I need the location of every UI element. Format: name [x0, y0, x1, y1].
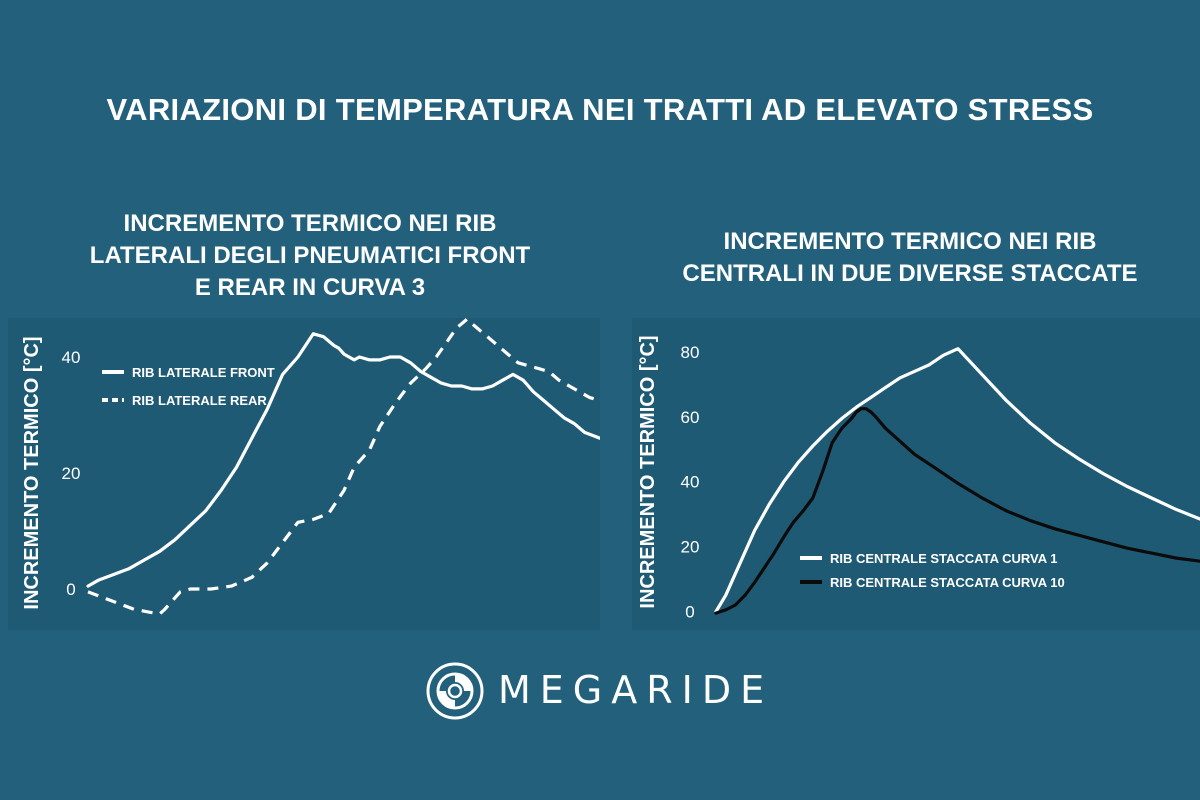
megaride-logo-text: MEGARIDE: [498, 668, 774, 712]
chart1-series-line-1: [86, 332, 600, 588]
chart1-title: INCREMENTO TERMICO NEI RIB LATERALI DEGL…: [40, 208, 580, 304]
chart2-legend-label-1: RIB CENTRALE STACCATA CURVA 1: [830, 551, 1058, 566]
chart2-title: INCREMENTO TERMICO NEI RIB CENTRALI IN D…: [620, 226, 1200, 290]
page-title: VARIAZIONI DI TEMPERATURA NEI TRATTI AD …: [106, 92, 1094, 127]
chart2-svg: INCREMENTO TERMICO [°C] 0 20 40 60 80 RIB CENT…: [637, 335, 1200, 622]
chart1-legend-label-2: RIB LATERALE REAR: [132, 393, 267, 408]
chart2-y-tick-label: 40: [681, 473, 700, 492]
chart1-y-tick-label: 20: [62, 464, 81, 483]
chart2-series-line-1: [714, 347, 1200, 614]
chart2-y-tick-label: 80: [681, 343, 700, 362]
chart1-y-tick-label: 40: [62, 348, 81, 367]
chart1-series-line-2: [87, 318, 600, 616]
megaride-logo: MEGARIDE: [424, 660, 784, 722]
chart2-title-line-1: INCREMENTO TERMICO NEI RIB: [723, 228, 1097, 255]
chart2-y-tick-label: 20: [681, 538, 700, 557]
chart1-y-axis-label: INCREMENTO TERMICO [°C]: [21, 336, 43, 609]
chart2-y-tick-label: 60: [681, 408, 700, 427]
chart1-title-line-1: INCREMENTO TERMICO NEI RIB: [123, 210, 497, 237]
chart1-svg: INCREMENTO TERMICO [°C] 0 20 40 RIB LATERALE…: [21, 318, 600, 616]
chart2-title-line-2: CENTRALI IN DUE DIVERSE STACCATE: [682, 260, 1138, 287]
chart2-series-line-2: [714, 407, 1200, 615]
chart1-plot-area: INCREMENTO TERMICO [°C] 0 20 40 RIB LATERALE…: [8, 318, 600, 630]
chart1-title-line-3: E REAR IN CURVA 3: [194, 274, 426, 301]
chart2-plot-area: INCREMENTO TERMICO [°C] 0 20 40 60 80 RIB CENT…: [632, 318, 1200, 630]
chart2-legend-label-2: RIB CENTRALE STACCATA CURVA 10: [830, 575, 1065, 590]
chart1-legend-label-1: RIB LATERALE FRONT: [132, 365, 275, 380]
chart2-y-tick-label: 0: [685, 603, 694, 622]
chart1-y-tick-label: 0: [66, 580, 75, 599]
chart1-title-line-2: LATERALI DEGLI PNEUMATICI FRONT: [89, 242, 531, 269]
megaride-logo-icon: [426, 662, 484, 720]
chart2-y-axis-label: INCREMENTO TERMICO [°C]: [637, 335, 659, 608]
